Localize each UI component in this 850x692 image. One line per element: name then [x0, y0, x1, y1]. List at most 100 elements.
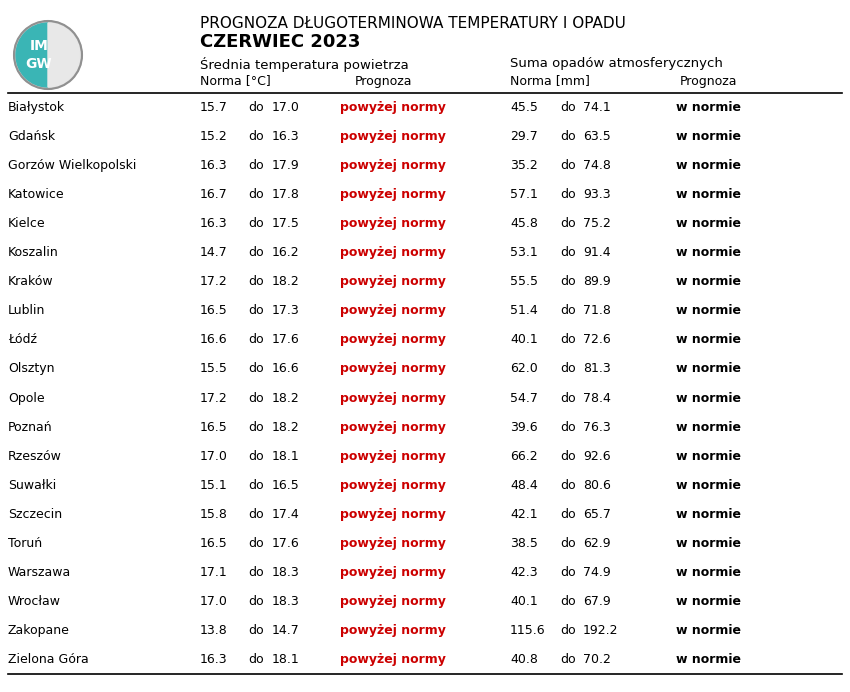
Text: Katowice: Katowice [8, 188, 65, 201]
Text: Gdańsk: Gdańsk [8, 130, 55, 143]
Text: 55.5: 55.5 [510, 275, 538, 289]
Text: 18.3: 18.3 [272, 595, 300, 608]
Text: 53.1: 53.1 [510, 246, 538, 260]
Text: Prognoza: Prognoza [680, 75, 738, 87]
Text: powyżej normy: powyżej normy [340, 508, 446, 520]
Text: Rzeszów: Rzeszów [8, 450, 62, 463]
Text: powyżej normy: powyżej normy [340, 566, 446, 579]
Text: 18.1: 18.1 [272, 653, 300, 666]
Text: w normie: w normie [676, 566, 741, 579]
Text: 74.1: 74.1 [583, 101, 611, 114]
Text: 17.2: 17.2 [200, 275, 228, 289]
Text: powyżej normy: powyżej normy [340, 392, 446, 405]
Text: do: do [560, 304, 575, 318]
Text: powyżej normy: powyżej normy [340, 450, 446, 463]
Text: do: do [560, 246, 575, 260]
Text: 35.2: 35.2 [510, 159, 538, 172]
Text: 71.8: 71.8 [583, 304, 611, 318]
Wedge shape [16, 23, 48, 87]
Text: 48.4: 48.4 [510, 479, 538, 492]
Text: w normie: w normie [676, 101, 741, 114]
Text: 39.6: 39.6 [510, 421, 537, 434]
Text: do: do [248, 653, 264, 666]
Text: 17.9: 17.9 [272, 159, 300, 172]
Text: do: do [248, 188, 264, 201]
Text: 76.3: 76.3 [583, 421, 611, 434]
Text: do: do [560, 363, 575, 376]
Text: 40.1: 40.1 [510, 595, 538, 608]
Text: 17.5: 17.5 [272, 217, 300, 230]
Text: 42.3: 42.3 [510, 566, 537, 579]
Text: Koszalin: Koszalin [8, 246, 59, 260]
Text: 18.3: 18.3 [272, 566, 300, 579]
Text: w normie: w normie [676, 450, 741, 463]
Text: Szczecin: Szczecin [8, 508, 62, 520]
Text: w normie: w normie [676, 188, 741, 201]
Text: powyżej normy: powyżej normy [340, 624, 446, 637]
Text: w normie: w normie [676, 217, 741, 230]
Text: do: do [248, 130, 264, 143]
Text: do: do [248, 334, 264, 347]
Text: Średnia temperatura powietrza: Średnia temperatura powietrza [200, 57, 409, 71]
Text: do: do [248, 246, 264, 260]
Text: Suwałki: Suwałki [8, 479, 56, 492]
Text: 15.8: 15.8 [200, 508, 228, 520]
Text: do: do [248, 479, 264, 492]
Text: 16.5: 16.5 [200, 304, 228, 318]
Text: powyżej normy: powyżej normy [340, 130, 446, 143]
Text: Wrocław: Wrocław [8, 595, 61, 608]
Text: powyżej normy: powyżej normy [340, 479, 446, 492]
Text: 92.6: 92.6 [583, 450, 610, 463]
Wedge shape [48, 23, 80, 87]
Text: powyżej normy: powyżej normy [340, 159, 446, 172]
Text: 57.1: 57.1 [510, 188, 538, 201]
Text: 16.5: 16.5 [200, 421, 228, 434]
Text: do: do [248, 217, 264, 230]
Text: 74.9: 74.9 [583, 566, 611, 579]
Text: Poznań: Poznań [8, 421, 53, 434]
Text: 45.8: 45.8 [510, 217, 538, 230]
Text: do: do [560, 566, 575, 579]
Text: do: do [560, 217, 575, 230]
Text: do: do [560, 450, 575, 463]
Text: w normie: w normie [676, 421, 741, 434]
Text: do: do [560, 392, 575, 405]
Text: powyżej normy: powyżej normy [340, 334, 446, 347]
Text: 16.2: 16.2 [272, 246, 299, 260]
Text: do: do [248, 363, 264, 376]
Text: 63.5: 63.5 [583, 130, 611, 143]
Text: do: do [560, 334, 575, 347]
Text: w normie: w normie [676, 246, 741, 260]
Text: w normie: w normie [676, 653, 741, 666]
Text: do: do [248, 537, 264, 549]
Text: 17.3: 17.3 [272, 304, 300, 318]
Text: Norma [mm]: Norma [mm] [510, 75, 590, 87]
Text: w normie: w normie [676, 624, 741, 637]
Text: 74.8: 74.8 [583, 159, 611, 172]
Text: 81.3: 81.3 [583, 363, 611, 376]
Text: 38.5: 38.5 [510, 537, 538, 549]
Text: 62.9: 62.9 [583, 537, 610, 549]
Text: do: do [560, 275, 575, 289]
Circle shape [14, 21, 82, 89]
Text: 18.2: 18.2 [272, 275, 300, 289]
Text: PROGNOZA DŁUGOTERMINOWA TEMPERATURY I OPADU: PROGNOZA DŁUGOTERMINOWA TEMPERATURY I OP… [200, 15, 626, 30]
Text: do: do [560, 479, 575, 492]
Text: w normie: w normie [676, 392, 741, 405]
Text: 40.1: 40.1 [510, 334, 538, 347]
Text: 16.6: 16.6 [272, 363, 299, 376]
Text: w normie: w normie [676, 363, 741, 376]
Text: Suma opadów atmosferycznych: Suma opadów atmosferycznych [510, 57, 722, 71]
Text: 80.6: 80.6 [583, 479, 611, 492]
Text: 16.5: 16.5 [272, 479, 300, 492]
Text: do: do [560, 130, 575, 143]
Text: 17.8: 17.8 [272, 188, 300, 201]
Text: Warszawa: Warszawa [8, 566, 71, 579]
Text: 93.3: 93.3 [583, 188, 610, 201]
Text: 14.7: 14.7 [272, 624, 300, 637]
Text: do: do [560, 624, 575, 637]
Text: 15.2: 15.2 [200, 130, 228, 143]
Text: 192.2: 192.2 [583, 624, 619, 637]
Text: w normie: w normie [676, 159, 741, 172]
Text: 15.5: 15.5 [200, 363, 228, 376]
